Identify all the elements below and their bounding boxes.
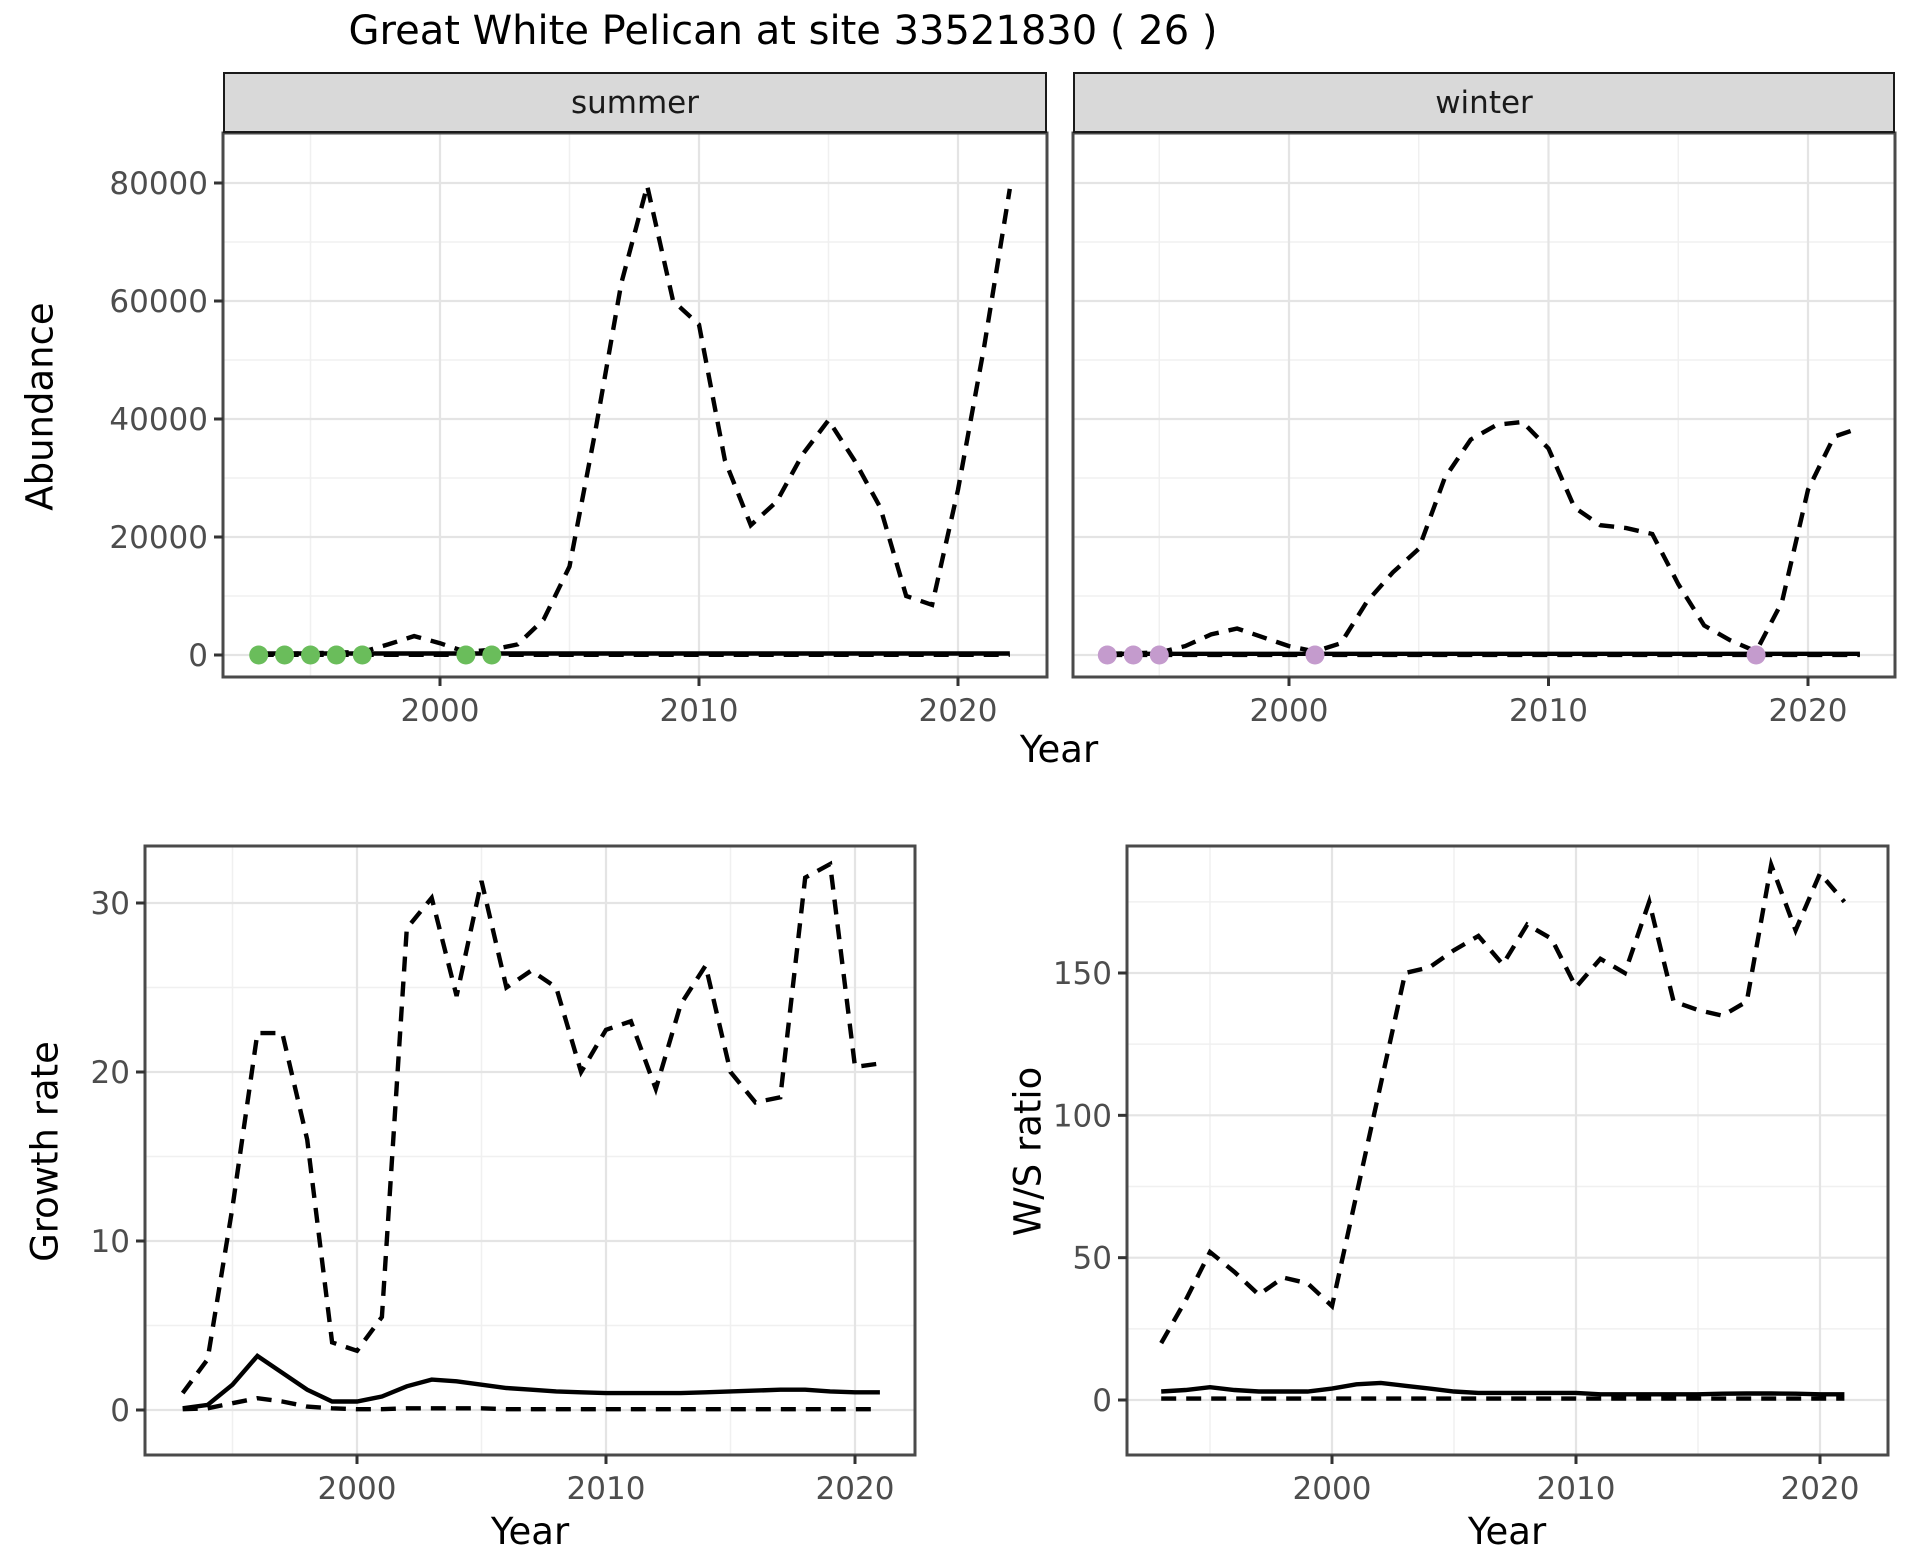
observed_winter_counts <box>1097 645 1117 665</box>
growth_rate-lower_ci-line <box>182 1395 880 1412</box>
growth-rate-axis-title: Growth rate <box>23 1041 67 1262</box>
facet-strip-summer: summer <box>223 72 1047 133</box>
observed_summer_counts <box>301 645 320 665</box>
observed_summer_counts <box>456 645 476 665</box>
observed_summer_counts <box>326 645 346 665</box>
growth_rate-panel: 2000 2010 2020 0 10 20 30 <box>91 844 917 1507</box>
ws_ratio-upper_ci-line <box>1159 856 1847 1345</box>
ws_ratio-y-tick-label: 0 <box>1092 1383 1112 1419</box>
abundance_summer-x-tick-label: 2020 <box>919 693 998 729</box>
abundance_summer-panel: 2000 2010 2020 0 20000 40000 60000 80000 <box>109 131 1049 729</box>
abundance-axis-title: Abundance <box>18 302 62 511</box>
observed_winter_counts <box>1149 645 1169 665</box>
observed_winter_counts <box>1746 645 1766 665</box>
abundance_summer-x-tick-label: 2000 <box>401 693 480 729</box>
growth_rate-x-tick-label: 2020 <box>816 1471 895 1507</box>
growth_rate-y-tick-label: 0 <box>110 1393 130 1429</box>
figure-title: Great White Pelican at site 33521830 ( 2… <box>348 8 1218 54</box>
growth_rate-y-tick-label: 30 <box>91 886 130 922</box>
abundance_summer-x-tick-label: 2010 <box>660 693 739 729</box>
observed_winter_counts <box>1305 645 1325 665</box>
abundance_summer-y-tick-label: 0 <box>188 638 208 674</box>
abundance_winter-x-tick-label: 2020 <box>1769 693 1848 729</box>
ws_ratio-x-tick-label: 2020 <box>1781 1471 1860 1507</box>
abundance_winter-upper_ci-line <box>1107 419 1861 656</box>
facet-strip-summer-label: summer <box>570 84 699 121</box>
ratio-year-axis-title: Year <box>1467 1510 1547 1553</box>
ws_ratio-x-tick-label: 2010 <box>1537 1471 1616 1507</box>
growth_rate-y-tick-label: 10 <box>91 1224 130 1260</box>
abundance_summer-y-tick-label: 40000 <box>109 402 208 438</box>
observed_winter_counts <box>1123 645 1143 665</box>
observed_summer_counts <box>352 645 372 665</box>
abundance_summer-y-tick-label: 80000 <box>109 166 208 202</box>
facet-strip-winter: winter <box>1073 72 1895 133</box>
abundance_winter-x-tick-label: 2010 <box>1509 693 1588 729</box>
ws_ratio-estimate-line <box>1161 1380 1845 1397</box>
abundance_summer-y-tick-label: 20000 <box>109 520 208 556</box>
growth-year-axis-title: Year <box>490 1510 570 1553</box>
growth_rate-estimate-line <box>182 1352 880 1411</box>
ws_ratio-y-tick-label: 50 <box>1073 1241 1112 1277</box>
observed_summer_counts <box>249 645 269 665</box>
growth_rate-y-tick-label: 20 <box>91 1055 130 1091</box>
ws-ratio-axis-title: W/S ratio <box>1006 1066 1050 1237</box>
abundance_winter-panel: 2000 2010 2020 <box>1071 131 1897 729</box>
ws_ratio-panel: 2000 2010 2020 0 50 100 150 <box>1053 844 1890 1507</box>
observed_summer_counts <box>275 645 295 665</box>
growth_rate-x-tick-label: 2010 <box>567 1471 646 1507</box>
observed_summer_counts <box>482 645 502 665</box>
abundance_summer-upper_ci-line <box>258 185 1012 657</box>
abundance_summer-y-tick-label: 60000 <box>109 284 208 320</box>
ws_ratio-y-tick-label: 150 <box>1053 956 1112 992</box>
ws_ratio-x-tick-label: 2000 <box>1293 1471 1372 1507</box>
top-year-axis-title: Year <box>1019 728 1099 771</box>
facet-strip-winter-label: winter <box>1435 84 1533 121</box>
ws_ratio-y-tick-label: 100 <box>1053 1098 1112 1134</box>
growth_rate-x-tick-label: 2000 <box>318 1471 397 1507</box>
abundance_winter-x-tick-label: 2000 <box>1250 693 1329 729</box>
